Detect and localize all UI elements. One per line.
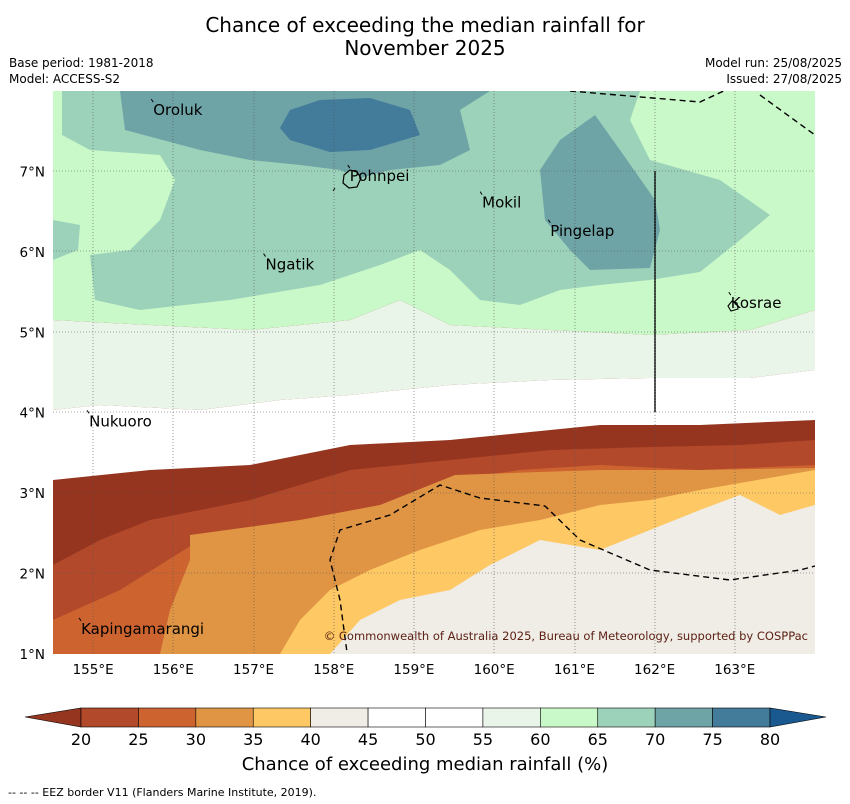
place-kosrae: Kosrae <box>728 291 782 312</box>
colorbar-bin <box>310 707 369 728</box>
place-marker <box>150 98 154 103</box>
map-gridlines <box>53 91 815 654</box>
colorbar-tick-label: 25 <box>128 730 148 749</box>
eez-border <box>329 91 815 654</box>
model-text: Model: ACCESS-S2 <box>9 72 121 86</box>
colorbar-bin <box>195 707 254 728</box>
colorbar-bin <box>597 707 656 728</box>
pohnpei-island <box>332 169 362 192</box>
colorbar-bin <box>367 707 426 728</box>
lat-tick-label: 7°N <box>20 164 45 180</box>
colorbar-tick-label: 50 <box>415 730 435 749</box>
lat-tick-label: 3°N <box>20 486 45 502</box>
kosrae-island <box>727 300 739 312</box>
place-oroluk: Oroluk <box>150 98 203 119</box>
title-line-1: Chance of exceeding the median rainfall … <box>205 13 645 37</box>
place-label: Ngatik <box>266 256 315 274</box>
lat-tick-label: 4°N <box>20 406 45 422</box>
place-nukuoro: Nukuoro <box>86 410 152 430</box>
place-kapingamarangi: Kapingamarangi <box>78 617 204 638</box>
copyright-text: © Commonwealth of Australia 2025, Bureau… <box>324 629 808 643</box>
colorbar-bin <box>252 707 311 728</box>
lon-tick-label: 156°E <box>153 662 194 678</box>
place-label: Pohnpei <box>350 167 410 185</box>
colorbar-tick-label: 55 <box>473 730 493 749</box>
colorbar-over-arrow <box>769 707 827 728</box>
colorbar-tick-label: 45 <box>358 730 378 749</box>
colorbar-bin <box>80 707 139 728</box>
place-label: Kosrae <box>731 294 782 312</box>
colorbar-tick-label: 30 <box>186 730 206 749</box>
map-plot-area: Oroluk Pohnpei Mokil Pingelap Ngatik Kosrae Nu… <box>53 91 815 654</box>
colorbar-bin <box>654 707 713 728</box>
lon-tick-label: 159°E <box>393 662 434 678</box>
colorbar-tick-label: 70 <box>645 730 665 749</box>
place-labels: Oroluk Pohnpei Mokil Pingelap Ngatik Kosrae Nu… <box>78 98 782 638</box>
lon-tick-label: 158°E <box>313 662 354 678</box>
colorbar-tick-label: 60 <box>530 730 550 749</box>
zone-70-75 <box>120 91 660 270</box>
place-label: Oroluk <box>153 101 202 119</box>
place-marker <box>78 617 82 622</box>
colorbar-tick-label: 35 <box>243 730 263 749</box>
zone-50-55 <box>53 370 815 480</box>
colorbar-label: Chance of exceeding median rainfall (%) <box>241 754 609 775</box>
colorbar-bin <box>540 707 599 728</box>
lat-tick-label: 1°N <box>20 647 45 663</box>
place-ngatik: Ngatik <box>263 253 315 274</box>
place-marker <box>86 410 90 414</box>
colorbar-bin <box>138 707 197 728</box>
place-marker <box>263 253 266 257</box>
lon-tick-label: 163°E <box>714 662 755 678</box>
title-line-2: November 2025 <box>344 36 506 60</box>
chart-title: Chance of exceeding the median rainfall … <box>0 14 850 60</box>
place-pohnpei: Pohnpei <box>347 164 410 185</box>
lon-tick-label: 155°E <box>73 662 114 678</box>
colorbar-tick-label: 65 <box>588 730 608 749</box>
zone-40-45 <box>330 495 815 654</box>
colorbar: 20 25 30 35 40 45 50 55 60 65 70 75 80 <box>24 707 827 749</box>
lon-tick-label: 160°E <box>474 662 515 678</box>
colorbar-under-arrow <box>24 707 82 728</box>
place-marker <box>347 164 351 169</box>
lon-tick-label: 157°E <box>233 662 274 678</box>
colorbar-tick-label: 40 <box>300 730 320 749</box>
eez-footnote: -- -- -- EEZ border V11 (Flanders Marine… <box>8 786 317 799</box>
lon-tick-label: 162°E <box>634 662 675 678</box>
colorbar-bin <box>712 707 771 728</box>
colorbar-tick-label: 80 <box>760 730 780 749</box>
model-run-text: Model run: 25/08/2025 <box>704 56 842 70</box>
place-marker <box>728 291 732 296</box>
lat-tick-label: 6°N <box>20 245 45 261</box>
zone-55-60 <box>53 300 815 410</box>
place-label: Nukuoro <box>89 412 152 430</box>
place-label: Pingelap <box>550 222 614 240</box>
place-mokil: Mokil <box>479 191 521 212</box>
issued-text: Issued: 27/08/2025 <box>726 72 842 86</box>
base-period-text: Base period: 1981-2018 <box>9 56 154 70</box>
place-marker <box>479 191 483 195</box>
zone-75-80 <box>280 98 420 152</box>
latitude-axis: 1°N 2°N 3°N 4°N 5°N 6°N 7°N <box>20 164 45 663</box>
colorbar-bin <box>482 707 541 728</box>
longitude-axis: 155°E 156°E 157°E 158°E 159°E 160°E 161°E 162°E… <box>73 662 756 678</box>
place-label: Kapingamarangi <box>81 620 204 638</box>
place-marker <box>547 219 551 224</box>
place-pingelap: Pingelap <box>547 219 614 240</box>
place-label: Mokil <box>482 194 521 212</box>
lat-tick-label: 5°N <box>20 325 45 341</box>
lon-tick-label: 161°E <box>554 662 595 678</box>
colorbar-tick-label: 75 <box>702 730 722 749</box>
colorbar-tick-label: 20 <box>71 730 91 749</box>
lat-tick-label: 2°N <box>20 567 45 583</box>
colorbar-bin <box>425 707 484 728</box>
